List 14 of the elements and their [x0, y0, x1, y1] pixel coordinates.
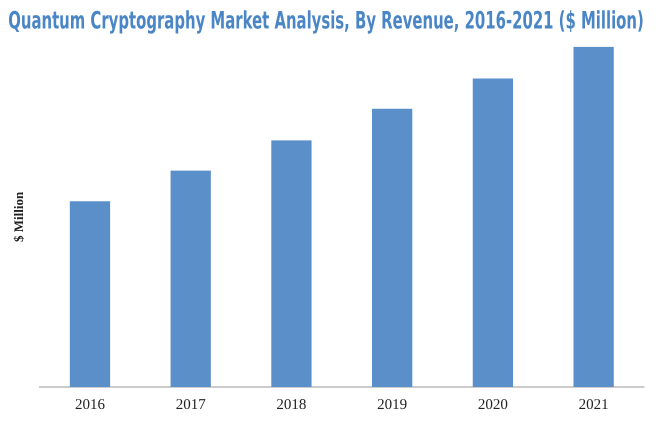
bar [271, 140, 312, 387]
x-tick-label: 2019 [377, 396, 408, 413]
x-tick-label: 2018 [276, 396, 306, 413]
chart-title: Quantum Cryptography Market Analysis, By Revenue, 2016-2021 ($ Million) [8, 6, 644, 35]
x-tick-label: 2017 [176, 396, 206, 413]
bar [372, 108, 412, 387]
bar [70, 201, 110, 387]
y-axis-title: $ Million [11, 191, 26, 242]
x-tick-label: 2016 [74, 396, 106, 413]
bar [472, 78, 514, 387]
x-tick-label: 2021 [578, 396, 609, 413]
x-tick-label: 2020 [478, 396, 508, 413]
bar [170, 170, 211, 387]
bar [573, 46, 614, 387]
